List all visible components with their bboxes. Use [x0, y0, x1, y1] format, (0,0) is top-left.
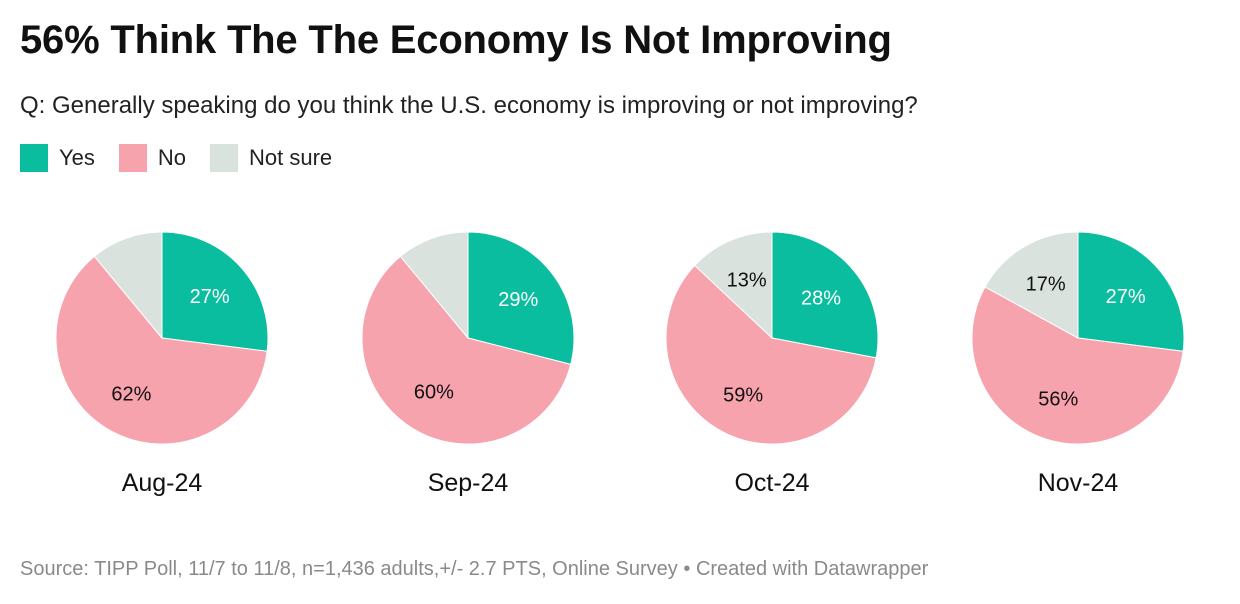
data-label-yes: 28%: [801, 288, 841, 310]
pie-chart-nov-24: 27% 56% 17% Nov-24: [971, 231, 1185, 497]
pie-title: Nov-24: [1038, 469, 1119, 497]
data-label-yes: 29%: [498, 289, 538, 311]
legend-swatch-no: [118, 144, 147, 172]
pie-slice-not-sure: [399, 231, 469, 340]
pie-slice-yes: [771, 231, 879, 359]
legend-label-not-sure: Not sure: [249, 145, 333, 170]
pie-slice-no: [971, 286, 1184, 445]
pie-slice-not-sure: [984, 231, 1079, 339]
chart-subtitle: Q: Generally speaking do you think the U…: [20, 92, 918, 119]
legend-item-no: No: [118, 144, 187, 172]
pie-slice-yes: [1077, 231, 1185, 352]
data-label-no: 59%: [723, 385, 763, 407]
pie-title: Aug-24: [122, 469, 203, 497]
data-label-not-sure: 13%: [727, 270, 767, 292]
pie-slice-no: [361, 255, 572, 445]
data-label-no: 62%: [111, 384, 151, 406]
pie-slice-yes: [467, 231, 575, 365]
legend-label-no: No: [157, 145, 187, 170]
chart-title: 56% Think The The Economy Is Not Improvi…: [20, 18, 892, 62]
data-label-no: 56%: [1038, 389, 1078, 411]
footer: Source: TIPP Poll, 11/7 to 11/8, n=1,436…: [20, 558, 928, 581]
footer-source: Source: TIPP Poll, 11/7 to 11/8, n=1,436…: [20, 558, 678, 580]
data-label-no: 60%: [414, 382, 454, 404]
data-label-not-sure: 17%: [1026, 273, 1066, 295]
legend-swatch-not-sure: [210, 144, 239, 172]
pie-slice-no: [665, 264, 877, 445]
legend-item-yes: Yes: [20, 144, 95, 172]
legend-swatch-yes: [20, 144, 48, 172]
pie-slice-not-sure: [694, 231, 773, 340]
legend-item-not-sure: Not sure: [210, 144, 332, 172]
pie-title: Sep-24: [428, 469, 509, 497]
pie-slice-no: [55, 255, 268, 445]
pie-slice-not-sure: [93, 231, 163, 340]
footer-separator: •: [683, 558, 691, 580]
data-label-yes: 27%: [190, 286, 230, 308]
pie-slice-yes: [161, 231, 269, 352]
legend: Yes No Not sure: [20, 144, 356, 172]
data-label-yes: 27%: [1106, 286, 1146, 308]
pie-chart-oct-24: 28% 59% 13% Oct-24: [665, 231, 879, 497]
pie-chart-aug-24: 27% 62% Aug-24: [55, 231, 269, 497]
footer-credit[interactable]: Created with Datawrapper: [695, 558, 929, 580]
pie-title: Oct-24: [734, 469, 809, 497]
pie-chart-sep-24: 29% 60% Sep-24: [361, 231, 575, 497]
legend-label-yes: Yes: [59, 145, 95, 170]
